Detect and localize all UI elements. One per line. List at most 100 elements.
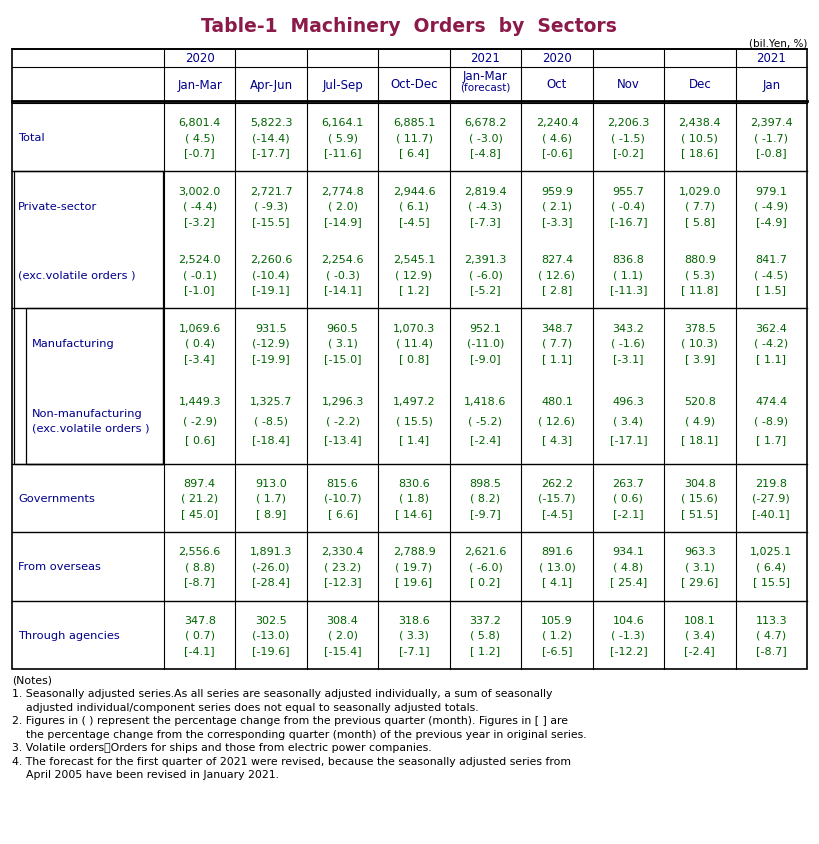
Text: [-19.6]: [-19.6]: [252, 645, 290, 655]
Text: ( -8.9): ( -8.9): [754, 416, 789, 425]
Text: 934.1: 934.1: [613, 547, 645, 556]
Text: ( 12.9): ( 12.9): [396, 270, 432, 279]
Text: 6,885.1: 6,885.1: [393, 118, 435, 128]
Text: 1,070.3: 1,070.3: [393, 323, 435, 333]
Text: [ 1.2]: [ 1.2]: [470, 645, 500, 655]
Text: [-8.7]: [-8.7]: [184, 576, 215, 587]
Text: ( 12.6): ( 12.6): [538, 416, 576, 425]
Text: [-0.2]: [-0.2]: [613, 148, 644, 158]
Text: 343.2: 343.2: [613, 323, 645, 333]
Text: ( -4.5): ( -4.5): [754, 270, 788, 279]
Text: Table-1  Machinery  Orders  by  Sectors: Table-1 Machinery Orders by Sectors: [201, 17, 617, 36]
Text: Private-sector: Private-sector: [18, 202, 97, 211]
Text: ( 6.1): ( 6.1): [399, 202, 429, 211]
Text: Non-manufacturing: Non-manufacturing: [32, 408, 143, 419]
Text: 1. Seasonally adjusted series.As all series are seasonally adjusted individually: 1. Seasonally adjusted series.As all ser…: [12, 689, 552, 699]
Text: 362.4: 362.4: [755, 323, 787, 333]
Text: 1,296.3: 1,296.3: [321, 397, 364, 407]
Text: [-16.7]: [-16.7]: [609, 216, 647, 226]
Text: 1,325.7: 1,325.7: [250, 397, 292, 407]
Text: [ 45.0]: [ 45.0]: [181, 508, 219, 518]
Text: 2,438.4: 2,438.4: [678, 118, 722, 128]
Text: [-7.1]: [-7.1]: [399, 645, 429, 655]
Text: 2021: 2021: [756, 52, 786, 65]
Text: 3,002.0: 3,002.0: [179, 187, 221, 197]
Text: 2,621.6: 2,621.6: [464, 547, 507, 556]
Text: [ 4.1]: [ 4.1]: [542, 576, 572, 587]
Text: 378.5: 378.5: [684, 323, 716, 333]
Text: [ 29.6]: [ 29.6]: [681, 576, 718, 587]
Text: ( 4.8): ( 4.8): [613, 561, 644, 571]
Text: ( 2.1): ( 2.1): [542, 202, 572, 211]
Text: 1,418.6: 1,418.6: [464, 397, 507, 407]
Text: 304.8: 304.8: [684, 479, 716, 488]
Text: 262.2: 262.2: [541, 479, 573, 488]
Text: (-11.0): (-11.0): [467, 338, 505, 349]
Text: ( 3.1): ( 3.1): [328, 338, 358, 349]
Text: (Notes): (Notes): [12, 675, 52, 685]
Text: (-10.7): (-10.7): [324, 493, 361, 503]
Text: Governments: Governments: [18, 493, 95, 503]
Text: [ 18.1]: [ 18.1]: [681, 435, 718, 445]
Text: 348.7: 348.7: [541, 323, 573, 333]
Text: 2,556.6: 2,556.6: [179, 547, 221, 556]
Text: ( -1.5): ( -1.5): [612, 133, 645, 143]
Text: [ 15.5]: [ 15.5]: [753, 576, 790, 587]
Text: (forecast): (forecast): [460, 83, 511, 93]
Text: Oct: Oct: [547, 78, 567, 91]
Text: 898.5: 898.5: [469, 479, 501, 488]
Text: [-3.4]: [-3.4]: [184, 353, 215, 363]
Text: [ 5.8]: [ 5.8]: [685, 216, 715, 226]
Text: Jul-Sep: Jul-Sep: [322, 78, 363, 91]
Text: 827.4: 827.4: [541, 255, 573, 265]
Text: 836.8: 836.8: [613, 255, 645, 265]
Text: 2,524.0: 2,524.0: [179, 255, 221, 265]
Text: ( 7.7): ( 7.7): [685, 202, 715, 211]
Text: Jan-Mar: Jan-Mar: [177, 78, 222, 91]
Text: [-17.1]: [-17.1]: [609, 435, 647, 445]
Text: 2,240.4: 2,240.4: [536, 118, 578, 128]
Text: [-0.7]: [-0.7]: [184, 148, 215, 158]
Text: ( 21.2): ( 21.2): [181, 493, 219, 503]
Text: 480.1: 480.1: [541, 397, 572, 407]
Text: ( -2.9): ( -2.9): [183, 416, 217, 425]
Bar: [12, 50, 807, 669]
Text: [-28.4]: [-28.4]: [252, 576, 290, 587]
Text: 2021: 2021: [471, 52, 500, 65]
Text: [-3.2]: [-3.2]: [184, 216, 215, 226]
Text: 2,330.4: 2,330.4: [321, 547, 364, 556]
Text: ( 11.7): ( 11.7): [396, 133, 432, 143]
Text: 2,819.4: 2,819.4: [464, 187, 507, 197]
Text: ( 15.5): ( 15.5): [396, 416, 432, 425]
Bar: [26, 309, 163, 464]
Text: 308.4: 308.4: [327, 615, 359, 625]
Text: ( -4.4): ( -4.4): [183, 202, 217, 211]
Text: ( 1.7): ( 1.7): [256, 493, 286, 503]
Text: 4. The forecast for the first quarter of 2021 were revised, because the seasonal: 4. The forecast for the first quarter of…: [12, 756, 571, 766]
Text: (exc.volatile orders ): (exc.volatile orders ): [18, 270, 135, 279]
Text: [-2.4]: [-2.4]: [685, 645, 715, 655]
Text: ( 2.0): ( 2.0): [328, 630, 358, 640]
Text: ( 11.4): ( 11.4): [396, 338, 432, 349]
Text: (exc.volatile orders ): (exc.volatile orders ): [32, 423, 150, 433]
Text: Manufacturing: Manufacturing: [32, 338, 115, 349]
Text: ( -6.0): ( -6.0): [468, 561, 502, 571]
Text: 337.2: 337.2: [469, 615, 501, 625]
Text: 1,029.0: 1,029.0: [679, 187, 721, 197]
Text: ( 12.6): ( 12.6): [538, 270, 576, 279]
Text: 1,891.3: 1,891.3: [250, 547, 292, 556]
Text: [-4.1]: [-4.1]: [184, 645, 215, 655]
Text: [-18.4]: [-18.4]: [252, 435, 290, 445]
Text: [ 1.1]: [ 1.1]: [756, 353, 786, 363]
Text: ( 4.6): ( 4.6): [542, 133, 572, 143]
Text: 2,206.3: 2,206.3: [607, 118, 649, 128]
Text: [-3.1]: [-3.1]: [613, 353, 644, 363]
Text: 841.7: 841.7: [755, 255, 787, 265]
Text: [-12.3]: [-12.3]: [324, 576, 361, 587]
Text: [ 1.2]: [ 1.2]: [399, 284, 429, 295]
Text: [ 1.5]: [ 1.5]: [756, 284, 786, 295]
Text: 2020: 2020: [185, 52, 215, 65]
Text: [-0.8]: [-0.8]: [756, 148, 786, 158]
Text: [-5.2]: [-5.2]: [470, 284, 500, 295]
Text: ( -6.0): ( -6.0): [468, 270, 502, 279]
